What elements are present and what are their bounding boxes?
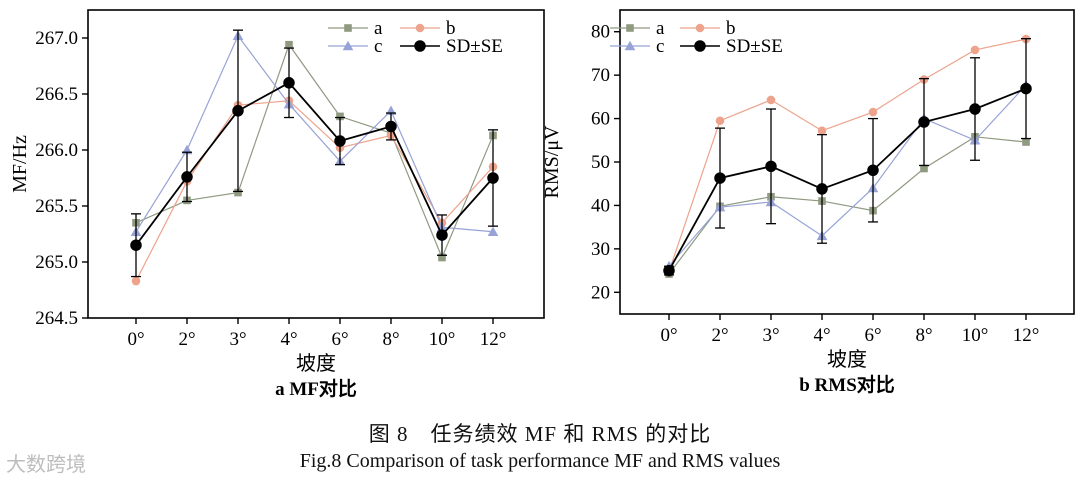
chart-1-legend-marker-a — [626, 24, 634, 32]
chart-1-ytick-label: 60 — [591, 109, 610, 130]
chart-1-point-sd — [765, 160, 777, 173]
chart-1-plot — [614, 9, 1075, 320]
chart-0-ytick-label: 265.0 — [35, 252, 78, 273]
chart-0-frame — [87, 9, 545, 319]
chart-0-line-sd — [135, 81, 494, 246]
chart-0-point-c — [487, 226, 499, 236]
chart-1-point-a — [920, 164, 928, 173]
chart-0-legend-marker-b — [415, 23, 425, 33]
chart-1-point-a — [1022, 138, 1030, 146]
chart-0-legend-label-c: c — [374, 36, 382, 57]
chart-0-point-sd — [181, 171, 193, 183]
chart-0-series-c — [130, 30, 499, 236]
chart-0-xtick-label: 12° — [480, 329, 507, 350]
chart-0-xlabel: 坡度 — [296, 352, 336, 375]
chart-0-plot — [82, 9, 545, 324]
chart-0-legend-label-b: b — [446, 18, 456, 39]
chart-1-line-b — [668, 38, 1027, 272]
chart-0-ytick-label: 265.5 — [35, 196, 78, 217]
chart-0-ytick-label: 266.5 — [35, 84, 78, 105]
chart-0-point-b — [131, 276, 141, 286]
chart-1-point-sd — [867, 164, 879, 177]
chart-1-xtick-label: 0° — [660, 325, 677, 346]
chart-1-point-b — [817, 126, 827, 136]
chart-0-xtick-label: 2° — [178, 329, 195, 350]
chart-1-line-c — [668, 84, 1027, 267]
chart-0-point-sd — [487, 172, 499, 184]
chart-1-line-a — [668, 136, 1027, 275]
watermark-logo: 大数跨境 — [6, 452, 86, 476]
chart-1-legend-marker-c — [624, 40, 636, 51]
figure-caption-chinese: 图 8 任务绩效 MF 和 RMS 的对比 — [368, 422, 712, 446]
chart-1-xtick-label: 8° — [915, 325, 932, 346]
chart-0-legend-label-a: a — [374, 18, 383, 39]
chart-1-point-sd — [918, 116, 930, 128]
chart-0-point-sd — [436, 229, 448, 241]
chart-1-ytick-label: 80 — [591, 22, 610, 43]
chart-1-ytick-label: 70 — [591, 65, 610, 86]
chart-1-legend-label-c: c — [656, 36, 664, 57]
chart-1-xtick-label: 6° — [864, 325, 881, 346]
chart-0-ytick-label: 267.0 — [35, 28, 78, 49]
chart-0-subtitle: a MF对比 — [275, 377, 357, 400]
chart-1-legend-marker-b — [695, 23, 705, 33]
figure-caption-english: Fig.8 Comparison of task performance MF … — [299, 450, 781, 472]
chart-0-point-sd — [130, 239, 142, 251]
chart-1-point-b — [715, 116, 725, 126]
chart-0-legend-label-sd: SD±SE — [446, 36, 503, 57]
chart-1-xtick-label: 10° — [962, 325, 989, 346]
chart-0-xtick-label: 4° — [280, 329, 297, 350]
chart-0-point-a — [438, 253, 446, 262]
chart-1-point-b — [868, 107, 878, 117]
chart-0-point-sd — [334, 135, 346, 147]
chart-0-xtick-label: 3° — [229, 329, 246, 350]
chart-0-legend-marker-a — [344, 24, 352, 32]
chart-1-ytick-label: 30 — [591, 239, 610, 260]
chart-1-point-sd — [1020, 82, 1032, 95]
chart-1-ytick-label: 50 — [591, 152, 610, 173]
chart-1-legend-label-sd: SD±SE — [726, 36, 783, 57]
chart-1-ytick-label: 40 — [591, 195, 610, 216]
chart-1-ylabel: RMS/μV — [541, 125, 563, 199]
chart-1-point-b — [766, 95, 776, 105]
chart-1-legend-label-a: a — [656, 18, 665, 39]
chart-0-xtick-label: 6° — [331, 329, 348, 350]
chart-1-series-sd — [663, 38, 1032, 277]
chart-1-legend-marker-sd — [694, 40, 706, 52]
chart-0-legend-marker-sd — [414, 40, 426, 52]
chart-0-ylabel: MF/Hz — [9, 135, 31, 193]
chart-0-point-sd — [283, 77, 295, 89]
chart-0-ytick-label: 264.5 — [35, 308, 78, 329]
chart-0-line-c — [135, 34, 494, 233]
chart-1-xtick-label: 2° — [711, 325, 728, 346]
chart-1-point-sd — [969, 103, 981, 115]
chart-0-point-a — [234, 188, 242, 197]
chart-0-point-a — [285, 40, 293, 49]
chart-0-series-sd — [130, 29, 499, 278]
chart-0-point-sd — [232, 105, 244, 117]
chart-1-xtick-label: 12° — [1013, 325, 1040, 346]
chart-0-legend-marker-c — [342, 40, 354, 51]
chart-1-xtick-label: 4° — [813, 325, 830, 346]
chart-1-series-b — [664, 34, 1031, 276]
chart-1-frame — [619, 9, 1075, 315]
chart-0-xtick-label: 0° — [127, 329, 144, 350]
chart-0-line-a — [135, 43, 494, 260]
chart-0-xtick-label: 8° — [382, 329, 399, 350]
chart-1-line-sd — [668, 87, 1027, 272]
chart-1-point-sd — [663, 264, 675, 277]
chart-0-ytick-label: 266.0 — [35, 140, 78, 161]
chart-1-subtitle: b RMS对比 — [799, 373, 895, 396]
chart-1-xtick-label: 3° — [762, 325, 779, 346]
chart-0-point-sd — [385, 120, 397, 133]
chart-0-point-a — [336, 112, 344, 121]
chart-0-xtick-label: 10° — [429, 329, 456, 350]
chart-1-xlabel: 坡度 — [827, 348, 867, 371]
chart-1-ytick-label: 20 — [591, 282, 610, 303]
chart-1-point-b — [970, 45, 980, 55]
chart-1-point-sd — [816, 183, 828, 195]
chart-1-point-sd — [714, 172, 726, 184]
chart-1-legend-label-b: b — [726, 18, 736, 39]
